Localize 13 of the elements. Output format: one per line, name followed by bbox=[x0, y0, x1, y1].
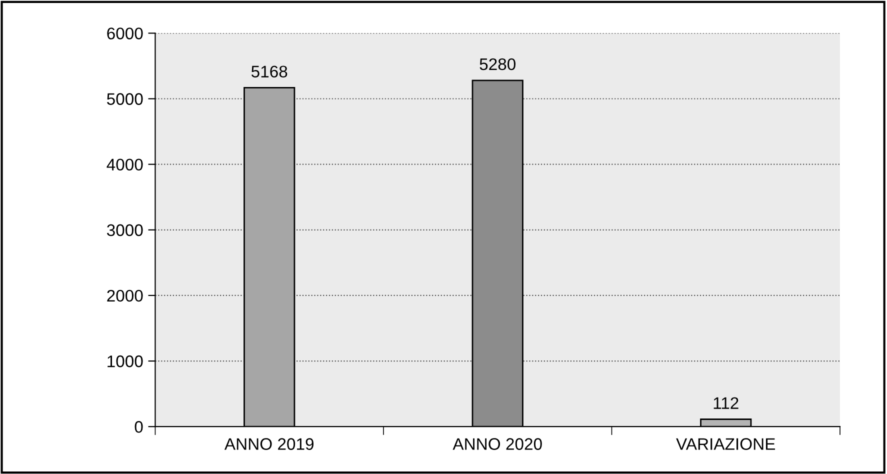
y-tick-label: 1000 bbox=[108, 355, 143, 368]
y-tick-label: 4000 bbox=[106, 158, 143, 171]
x-tick-label: ANNO 2019 bbox=[224, 438, 314, 450]
data-label: 112 bbox=[714, 397, 738, 409]
x-tick-label: ANNO 2020 bbox=[452, 438, 542, 450]
x-tick-label: VARIAZIONE bbox=[676, 438, 776, 450]
data-label: 5280 bbox=[480, 58, 516, 70]
y-tick-label: 0 bbox=[134, 421, 143, 433]
y-tick-label: 3000 bbox=[106, 224, 143, 236]
data-label: 5168 bbox=[251, 66, 288, 78]
y-tick-label: 2000 bbox=[107, 290, 143, 302]
y-tick-label: 6000 bbox=[107, 28, 143, 40]
y-tick-label: 5000 bbox=[107, 93, 143, 105]
